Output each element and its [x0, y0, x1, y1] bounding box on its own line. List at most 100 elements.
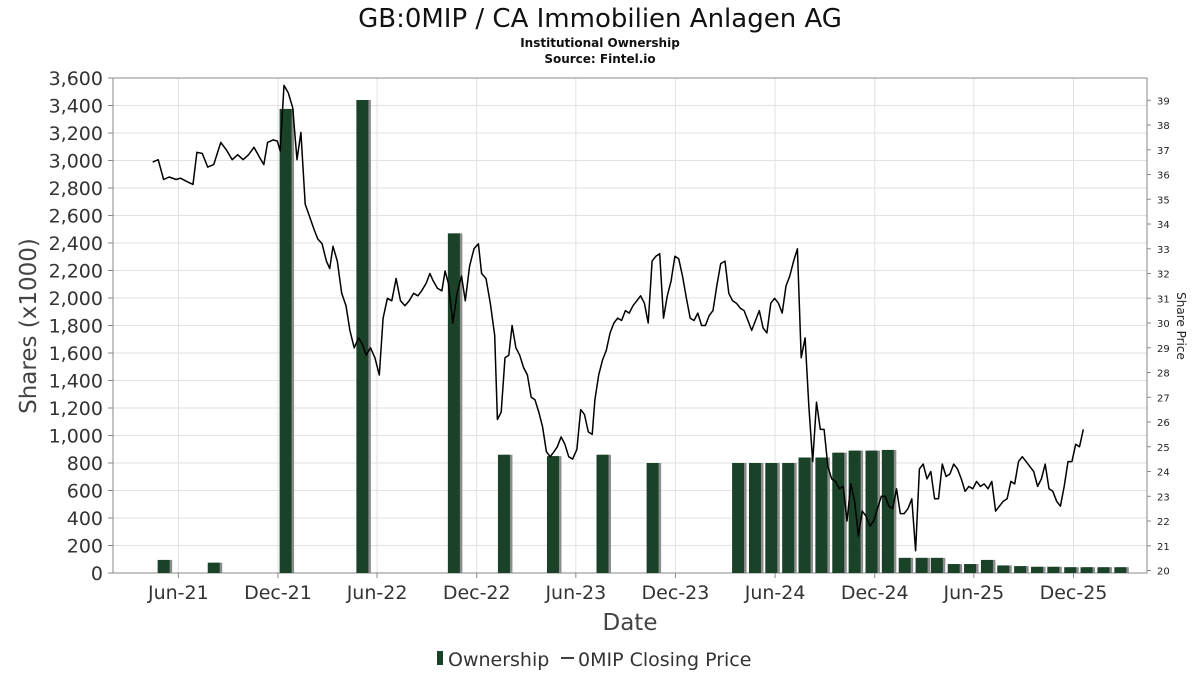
- y2-tick-label: 29: [1157, 344, 1170, 355]
- y2-tick-label: 28: [1157, 369, 1170, 380]
- y-tick-label: 1,600: [49, 343, 103, 365]
- ownership-bar: [732, 463, 745, 573]
- ownership-bar: [898, 557, 911, 573]
- y2-tick-label: 33: [1157, 245, 1170, 256]
- legend-ownership-label: Ownership: [448, 649, 549, 671]
- y-tick-label: 600: [67, 481, 103, 503]
- y2-tick-label: 39: [1157, 96, 1170, 107]
- ownership-bar: [447, 233, 460, 573]
- y2-tick-label: 22: [1157, 517, 1170, 528]
- ownership-bar: [947, 564, 960, 573]
- y-tick-label: 1,200: [49, 398, 103, 420]
- x-axis-ticks: Jun-21 Dec-21 Jun-22 Dec-22 Jun-23 Dec-23 Jun-…: [147, 573, 1107, 604]
- y2-tick-label: 24: [1157, 468, 1170, 479]
- ownership-bar: [848, 450, 861, 573]
- y2-tick-label: 21: [1157, 542, 1170, 553]
- y2-tick-label: 26: [1157, 418, 1170, 429]
- y2-tick-label: 32: [1157, 270, 1170, 281]
- x-tick-label: Dec-23: [642, 582, 710, 604]
- ownership-bar: [881, 449, 894, 573]
- ownership-bar: [798, 457, 811, 573]
- y2-tick-label: 27: [1157, 393, 1170, 404]
- ownership-bar: [596, 454, 609, 573]
- x-tick-label: Jun-24: [744, 582, 806, 604]
- y2-tick-label: 35: [1157, 195, 1170, 206]
- y-tick-label: 1,400: [49, 371, 103, 393]
- ownership-bar: [815, 457, 828, 573]
- x-tick-label: Jun-23: [544, 582, 606, 604]
- ownership-bar: [546, 456, 559, 573]
- ownership-bar: [646, 463, 659, 573]
- ownership-bar: [1047, 566, 1060, 573]
- y-tick-label: 3,400: [49, 96, 103, 118]
- y2-tick-label: 30: [1157, 319, 1170, 330]
- y2-tick-label: 25: [1157, 443, 1170, 454]
- y2-axis-ticks: 20 21 22 23 24 25 26 27 28 29 30 31 32 33 34 35 36 37 38 39: [1147, 96, 1170, 578]
- ownership-bar: [930, 557, 943, 573]
- ownership-bar: [1097, 567, 1110, 573]
- legend-price-label: 0MIP Closing Price: [578, 649, 751, 671]
- ownership-bar: [765, 463, 778, 573]
- y2-tick-label: 31: [1157, 294, 1170, 305]
- y-tick-label: 3,000: [49, 151, 103, 173]
- y-tick-label: 200: [67, 536, 103, 558]
- y-tick-label: 2,400: [49, 233, 103, 255]
- grid-lines: [113, 77, 1147, 574]
- ownership-bar: [207, 562, 220, 573]
- y2-axis-label: Share Price: [1174, 292, 1188, 360]
- price-line: [152, 84, 1085, 552]
- ownership-bar: [1080, 567, 1093, 573]
- y-tick-label: 2,000: [49, 288, 103, 310]
- y2-tick-label: 34: [1157, 220, 1170, 231]
- ownership-bar: [748, 463, 761, 573]
- y-tick-label: 3,600: [49, 68, 103, 90]
- chart-source: Source: Fintel.io: [544, 52, 655, 66]
- x-tick-label: Dec-24: [841, 582, 909, 604]
- y2-tick-label: 23: [1157, 492, 1170, 503]
- chart-subtitle: Institutional Ownership: [520, 36, 680, 50]
- x-tick-label: Jun-22: [346, 582, 408, 604]
- ownership-bar: [1014, 566, 1027, 573]
- ownership-bar: [964, 564, 977, 573]
- ownership-bar: [915, 557, 928, 573]
- ownership-bar: [832, 452, 845, 573]
- x-axis-label: Date: [603, 610, 658, 636]
- y-tick-label: 0: [91, 563, 103, 585]
- y-tick-label: 400: [67, 508, 103, 530]
- ownership-bar: [980, 559, 993, 573]
- legend: Ownership 0MIP Closing Price: [437, 649, 751, 671]
- ownership-bar: [865, 450, 878, 573]
- y2-tick-label: 36: [1157, 171, 1170, 182]
- y-tick-label: 1,000: [49, 426, 103, 448]
- x-tick-label: Dec-22: [443, 582, 511, 604]
- ownership-bar: [356, 100, 369, 573]
- chart-title: GB:0MIP / CA Immobilien Anlagen AG: [358, 4, 842, 34]
- y-axis-ticks: 0 200 400 600 800 1,000 1,200 1,400 1,600 1,800 2,…: [49, 68, 113, 585]
- ownership-bar: [497, 454, 510, 573]
- ownership-bar: [1064, 567, 1077, 573]
- y-axis-label: Shares (x1000): [16, 238, 42, 414]
- y2-tick-label: 20: [1157, 567, 1170, 578]
- ownership-bar: [782, 463, 795, 573]
- x-tick-label: Jun-25: [942, 582, 1004, 604]
- ownership-bars: [157, 100, 1129, 573]
- y-tick-label: 2,200: [49, 261, 103, 283]
- ownership-bar: [279, 108, 292, 573]
- y-tick-label: 2,800: [49, 178, 103, 200]
- y-tick-label: 2,600: [49, 206, 103, 228]
- ownership-bar: [997, 565, 1010, 573]
- y2-tick-label: 37: [1157, 146, 1170, 157]
- x-tick-label: Jun-21: [147, 582, 209, 604]
- x-tick-label: Dec-25: [1040, 582, 1108, 604]
- y2-tick-label: 38: [1157, 121, 1170, 132]
- ownership-bar: [1114, 567, 1127, 573]
- legend-ownership-swatch: [437, 651, 443, 665]
- y-tick-label: 3,200: [49, 123, 103, 145]
- ownership-bar: [1031, 566, 1044, 573]
- price-line-group: [152, 84, 1085, 552]
- ownership-bar: [157, 559, 170, 573]
- y-tick-label: 1,800: [49, 316, 103, 338]
- x-tick-label: Dec-21: [244, 582, 312, 604]
- y-tick-label: 800: [67, 453, 103, 475]
